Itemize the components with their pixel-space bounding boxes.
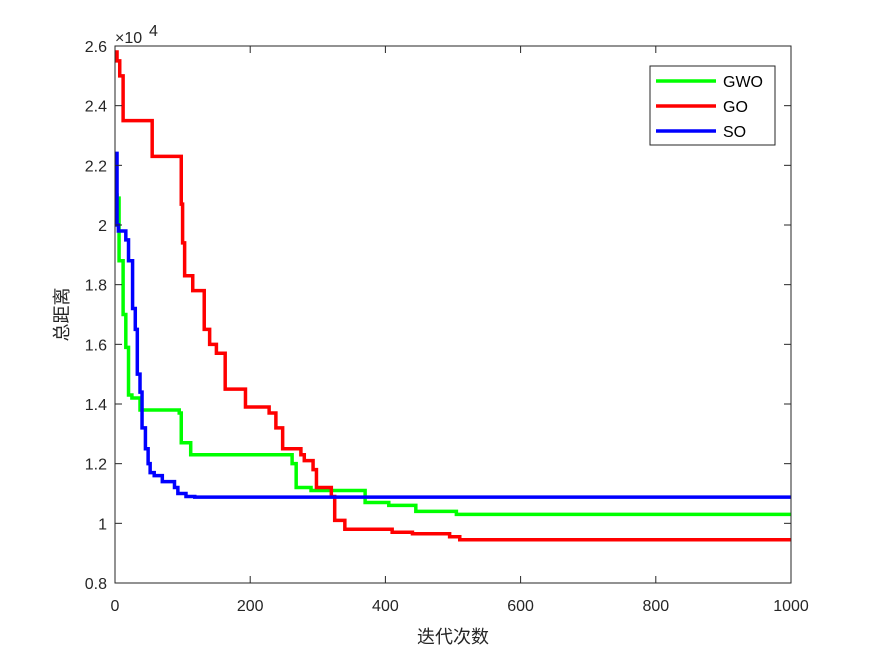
series-layer [115, 50, 791, 542]
series-line-gwo [115, 193, 791, 517]
y-tick-label: 2.2 [85, 158, 107, 175]
y-tick-label: 2 [98, 218, 107, 235]
y-tick-label: 0.8 [85, 576, 107, 593]
x-tick-label: 0 [111, 598, 120, 615]
x-tick-label: 1000 [773, 598, 809, 615]
x-tick-label: 400 [372, 598, 399, 615]
axes-box [114, 45, 792, 584]
y-tick-label: 1.8 [85, 278, 107, 295]
x-tick-labels: 0 200 400 600 800 1000 [111, 598, 809, 615]
y-axis-label: 总距离 [52, 288, 73, 342]
x-tick-label: 800 [642, 598, 669, 615]
y-tick-labels: 0.8 1 1.2 1.4 1.6 1.8 2 2.2 2.4 2.6 [85, 39, 107, 593]
y-tick-label: 1 [98, 516, 107, 533]
legend-label-go: GO [723, 99, 748, 116]
x-tick-label: 200 [237, 598, 264, 615]
x-axis-label: 迭代次数 [417, 627, 489, 648]
y-multiplier-exponent: 4 [149, 23, 158, 40]
y-tick-label: 1.6 [85, 337, 107, 354]
y-tick-label: 2.4 [85, 99, 107, 116]
y-tick-label: 1.2 [85, 457, 107, 474]
y-tick-label: 1.4 [85, 397, 107, 414]
series-line-so [115, 151, 791, 499]
legend-label-so: SO [723, 124, 746, 141]
y-tick-label: 2.6 [85, 39, 107, 56]
series-line-go [115, 50, 791, 542]
legend: GWO GO SO [649, 65, 776, 146]
legend-label-gwo: GWO [723, 74, 763, 91]
x-tick-label: 600 [507, 598, 534, 615]
y-multiplier-base: ×10 [115, 30, 142, 47]
